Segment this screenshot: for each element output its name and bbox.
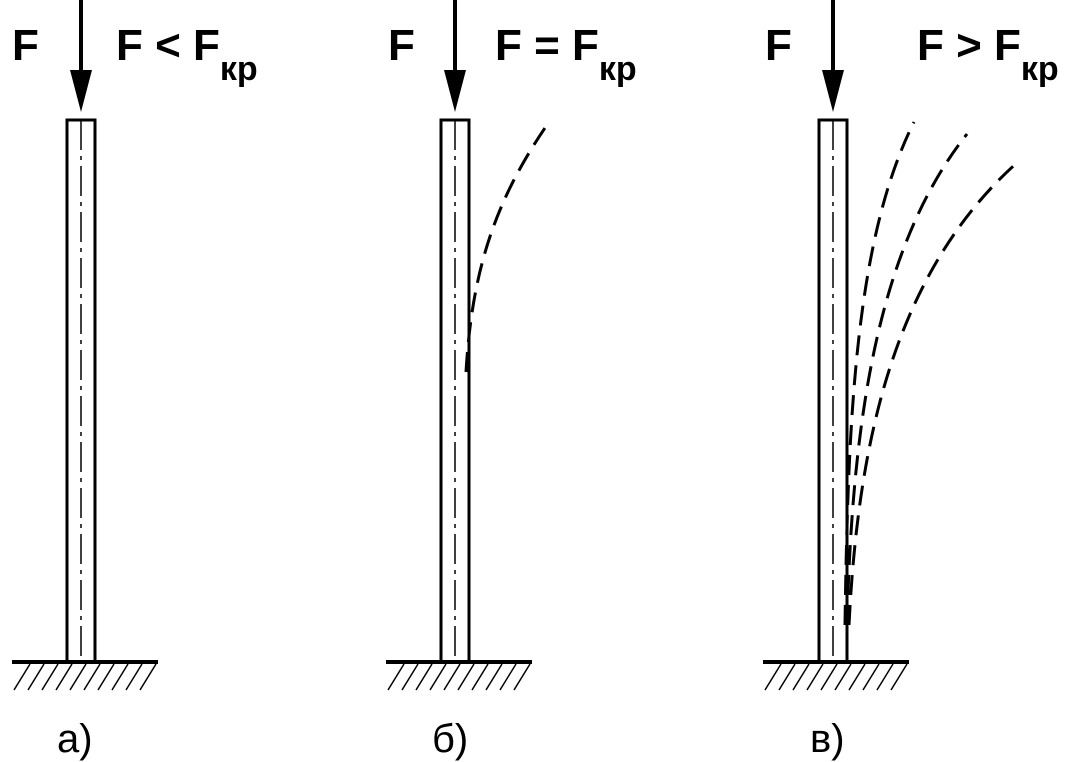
deflection-curve-v-3	[847, 158, 1021, 626]
force-arrow-a	[70, 0, 92, 112]
force-arrow-v	[822, 0, 844, 112]
deflection-curve-v-2	[845, 133, 969, 626]
panel-v: F F > Fкр в)	[763, 0, 1059, 761]
caption-a: а)	[57, 717, 93, 761]
deflection-curve-b	[464, 121, 551, 373]
ground-hatch-v	[764, 663, 908, 691]
force-arrow-b	[444, 0, 466, 112]
load-label-v: F	[765, 21, 792, 70]
relation-label-b: F = Fкр	[495, 21, 637, 88]
load-label-a: F	[12, 21, 39, 70]
deflection-curve-v-1	[843, 121, 916, 626]
ground-hatch-b	[387, 663, 531, 691]
ground-hatch-a	[13, 663, 157, 691]
caption-v: в)	[810, 717, 845, 761]
load-label-b: F	[388, 21, 415, 70]
relation-label-a: F < Fкр	[116, 21, 258, 88]
relation-label-v: F > Fкр	[917, 21, 1059, 88]
caption-b: б)	[432, 717, 468, 761]
panel-a: F F < Fкр а)	[12, 0, 258, 761]
panel-b: F F = Fкр б)	[386, 0, 637, 761]
